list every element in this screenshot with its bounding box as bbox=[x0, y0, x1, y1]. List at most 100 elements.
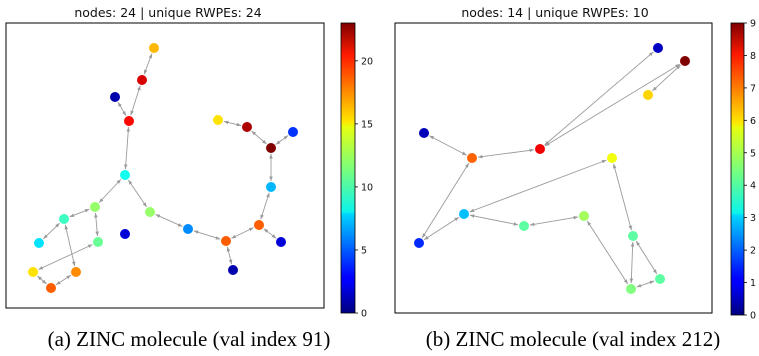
panel-b-edge-3-13 bbox=[469, 214, 519, 226]
panel-b-node-7 bbox=[680, 56, 690, 66]
panel-b-edges bbox=[421, 51, 681, 288]
panel-b-colorbar-tick-label: 1 bbox=[750, 278, 756, 289]
panel-b-colorbar-tick-label: 6 bbox=[750, 116, 756, 127]
panel-b-node-9 bbox=[607, 153, 617, 163]
panel-b-node-10 bbox=[628, 231, 638, 241]
panel-a-caption: (a) ZINC molecule (val index 91) bbox=[48, 327, 331, 351]
panel-a-node-5 bbox=[90, 202, 100, 212]
panel-a-node-0 bbox=[149, 43, 159, 53]
panel-a-node-6 bbox=[59, 214, 69, 224]
panel-b-edge-10-11 bbox=[635, 240, 658, 275]
panel-a-nodes bbox=[28, 43, 298, 293]
panel-a-node-17 bbox=[254, 220, 264, 230]
panel-b-node-12 bbox=[626, 284, 636, 294]
panel-a-node-9 bbox=[28, 267, 38, 277]
panel-a-colorbar: 0 5 10 15 20 bbox=[340, 22, 373, 320]
panel-b-edge-3-9 bbox=[469, 159, 607, 213]
panel-b-node-11 bbox=[655, 274, 665, 284]
panel-a-node-19 bbox=[266, 182, 276, 192]
panel-a-edge-22-21 bbox=[251, 130, 267, 145]
panel-b-edge-5-6 bbox=[544, 51, 654, 146]
panel-a-node-14 bbox=[183, 224, 193, 234]
panel-b-edge-0-1 bbox=[429, 135, 467, 156]
panel-a-edge-11-10 bbox=[55, 274, 72, 286]
panel-a-node-16 bbox=[228, 265, 238, 275]
panel-a-edge-22-23 bbox=[275, 135, 289, 145]
panel-a: nodes: 24 | unique RWPEs: 24 0 5 10 15 20 (a… bbox=[5, 5, 373, 351]
panel-a-title: nodes: 24 | unique RWPEs: 24 bbox=[74, 5, 261, 20]
panel-b-colorbar-tick-label: 7 bbox=[750, 83, 756, 94]
panel-a-node-20 bbox=[213, 115, 223, 125]
panel-b-node-8 bbox=[643, 90, 653, 100]
panel-b-node-3 bbox=[459, 209, 469, 219]
panel-a-edge-5-12 bbox=[94, 212, 99, 237]
panel-b-node-6 bbox=[653, 43, 663, 53]
panel-a-edge-3-4 bbox=[123, 126, 131, 170]
panel-b-edge-2-3 bbox=[423, 216, 460, 241]
panel-b-colorbar-tick-label: 4 bbox=[750, 181, 756, 192]
panel-a-node-4 bbox=[120, 170, 130, 180]
panel-a-node-2 bbox=[110, 92, 120, 102]
panel-a-edge-5-6 bbox=[69, 208, 90, 218]
panel-b-edge-9-10 bbox=[612, 163, 633, 231]
panel-b: nodes: 14 | unique RWPEs: 10 0123456789 … bbox=[394, 5, 756, 351]
panel-b-node-5 bbox=[535, 144, 545, 154]
panel-a-edge-8-14 bbox=[155, 214, 183, 227]
panel-a-colorbar-tick-label: 15 bbox=[361, 119, 373, 130]
panel-b-edge-5-7 bbox=[544, 63, 681, 147]
panel-a-edge-10-9 bbox=[37, 275, 47, 285]
panel-a-colorbar-ticks: 0 5 10 15 20 bbox=[355, 56, 373, 320]
panel-a-colorbar-tick-label: 5 bbox=[361, 245, 367, 256]
panel-b-node-0 bbox=[419, 128, 429, 138]
panel-a-edge-9-12 bbox=[38, 244, 93, 270]
panel-a-node-22 bbox=[266, 143, 276, 153]
panel-b-colorbar-tick-label: 2 bbox=[750, 246, 756, 257]
panel-a-node-15 bbox=[221, 236, 231, 246]
panel-b-caption: (b) ZINC molecule (val index 212) bbox=[426, 327, 721, 351]
panel-a-node-8 bbox=[145, 207, 155, 217]
panel-a-edge-14-15 bbox=[193, 230, 221, 240]
panel-a-node-3 bbox=[124, 116, 134, 126]
panel-a-edge-21-20 bbox=[223, 120, 242, 127]
panel-b-colorbar-tick-label: 3 bbox=[750, 213, 756, 224]
panel-a-node-13 bbox=[120, 229, 130, 239]
panel-b-edge-4-12 bbox=[586, 220, 629, 285]
panel-a-node-12 bbox=[93, 237, 103, 247]
panel-a-colorbar-tick-label: 0 bbox=[361, 309, 367, 320]
panel-b-edge-11-12 bbox=[636, 280, 655, 288]
panel-b-colorbar-gradient bbox=[730, 22, 745, 316]
panel-b-colorbar-tick-label: 5 bbox=[750, 148, 756, 159]
panel-b-colorbar-tick-label: 0 bbox=[750, 311, 756, 322]
panel-b-colorbar-tick-label: 8 bbox=[750, 51, 756, 62]
panel-b-edge-1-2 bbox=[421, 162, 470, 239]
panel-b-colorbar-tick-label: 9 bbox=[750, 19, 756, 30]
panel-a-edge-6-7 bbox=[43, 222, 60, 240]
panel-a-edge-17-18 bbox=[263, 228, 277, 239]
panel-b-node-4 bbox=[579, 211, 589, 221]
panel-a-node-11 bbox=[71, 267, 81, 277]
panel-a-edge-2-3 bbox=[117, 101, 127, 117]
panel-a-node-18 bbox=[276, 237, 286, 247]
panel-a-node-10 bbox=[46, 283, 56, 293]
panel-a-edge-0-1 bbox=[143, 53, 153, 75]
panel-a-edge-17-19 bbox=[260, 192, 270, 220]
panel-a-node-7 bbox=[34, 238, 44, 248]
panel-b-colorbar-ticks: 0 1 2 3 4 5 6 7 8 9 bbox=[744, 19, 756, 322]
panel-b-node-1 bbox=[467, 153, 477, 163]
panel-b-colorbar: 0 1 2 3 4 5 6 7 8 9 bbox=[730, 19, 756, 322]
panel-b-edge-1-5 bbox=[477, 148, 535, 159]
panel-a-axes-frame bbox=[5, 22, 325, 309]
panel-b-node-2 bbox=[414, 238, 424, 248]
panel-a-edges bbox=[37, 53, 289, 286]
panel-b-edge-12-10 bbox=[629, 241, 635, 284]
panel-a-node-1 bbox=[137, 75, 147, 85]
panel-a-colorbar-tick-label: 20 bbox=[361, 56, 373, 67]
panel-b-axes-frame bbox=[394, 22, 713, 314]
panel-a-edge-6-11 bbox=[64, 224, 76, 267]
panel-a-edge-1-3 bbox=[130, 85, 141, 116]
panel-a-edge-4-8 bbox=[127, 179, 148, 208]
panel-a-colorbar-gradient bbox=[340, 22, 356, 314]
panel-b-edge-7-8 bbox=[652, 64, 681, 92]
panel-a-edge-15-17 bbox=[231, 227, 254, 239]
panel-a-edge-15-16 bbox=[226, 246, 233, 265]
